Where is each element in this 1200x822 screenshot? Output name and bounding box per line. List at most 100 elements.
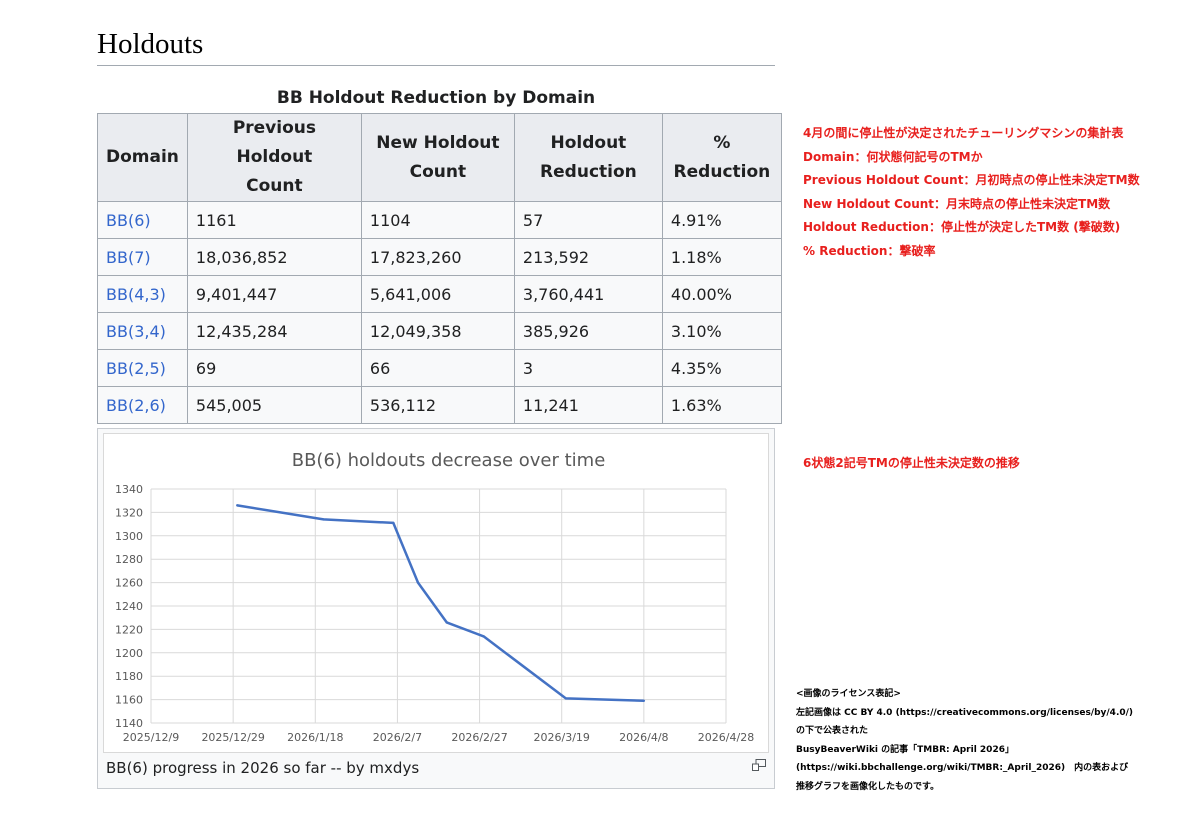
value-cell: 3 [513,349,663,387]
license-line: (https://wiki.bbchallenge.org/wiki/TMBR:… [796,763,1129,773]
annotation-line: 4月の間に停止性が決定されたチューリングマシンの集計表 [803,126,1124,140]
value-cell: 3.10% [661,312,782,350]
value-cell: 4.91% [661,201,782,239]
y-tick-label: 1220 [115,623,143,636]
data-point [445,621,448,624]
figure-thumbnail: BB(6) holdouts decrease over time 1140 116… [97,428,775,789]
domain-cell: BB(2,5) [97,349,188,387]
domain-link[interactable]: BB(6) [106,210,151,230]
value-cell: 40.00% [661,275,782,313]
column-header: Domain [97,113,188,202]
domain-cell: BB(4,3) [97,275,188,313]
license-notice: <画像のライセンス表記> 左記画像は CC BY 4.0 (https://cre… [796,685,1133,796]
value-cell: 1161 [186,201,362,239]
table-row: BB(6) 1161 1104 57 4.91% [97,201,782,239]
y-tick-label: 1260 [115,577,143,590]
data-point [416,581,420,584]
domain-link[interactable]: BB(4,3) [106,284,166,304]
table-body: BB(6) 1161 1104 57 4.91% BB(7) 18,036,852 17,82… [97,201,782,424]
value-cell: 213,592 [513,238,663,276]
data-point [642,699,646,702]
value-cell: 11,241 [513,386,663,424]
annotation-line: Holdout Reduction：停止性が決定したTM数 (撃破数) [803,220,1121,234]
value-cell: 5,641,006 [360,275,515,313]
y-tick-label: 1340 [115,483,143,496]
value-cell: 12,435,284 [186,312,362,350]
annotation-line: Domain：何状態何記号のTMか [803,149,983,164]
table-header-row: Domain Previous Holdout Count New Holdout Co… [97,113,782,202]
y-tick-label: 1140 [115,717,143,730]
x-tick-label: 2026/4/8 [619,731,668,744]
value-cell: 536,112 [360,386,515,424]
chart-frame: BB(6) holdouts decrease over time 1140 116… [103,433,769,753]
column-header: Previous Holdout Count [186,113,362,202]
series-line [237,504,644,703]
value-cell: 18,036,852 [186,238,362,276]
y-tick-label: 1200 [115,647,143,660]
chart-title: BB(6) holdouts decrease over time [292,450,606,471]
value-cell: 4.35% [661,349,782,387]
x-tick-label: 2026/2/7 [373,731,422,744]
annotation-line: New Holdout Count：月末時点の停止性未決定TM数 [803,196,1111,211]
table-row: BB(7) 18,036,852 17,823,260 213,592 1.18% [97,238,782,276]
x-tick-label: 2026/3/19 [534,731,590,744]
license-line: <画像のライセンス表記> [796,689,901,699]
line-chart: BB(6) holdouts decrease over time 1140 116… [115,450,754,744]
y-tick-label: 1320 [115,506,143,519]
value-cell: 17,823,260 [360,238,515,276]
domain-link[interactable]: BB(2,6) [106,395,166,415]
x-tick-label: 2025/12/29 [201,731,264,744]
column-header: % Reduction [661,113,782,202]
column-header: New Holdout Count [360,113,515,202]
value-cell: 12,049,358 [360,312,515,350]
license-line: 左記画像は CC BY 4.0 (https://creativecommons… [796,707,1134,718]
x-tick-label: 2025/12/9 [123,731,179,744]
y-tick-label: 1160 [115,694,143,707]
annotation-line: Previous Holdout Count：月初時点の停止性未決定TM数 [803,173,1140,187]
y-tick-label: 1180 [115,670,143,683]
value-cell: 1.63% [661,386,782,424]
magnify-clip-icon[interactable] [752,759,766,771]
license-line: の下で公表された [796,726,869,736]
value-cell: 69 [186,349,362,387]
table-row: BB(2,6) 545,005 536,112 11,241 1.63% [97,386,782,424]
chart-annotation: 6状態2記号TMの停止性未決定数の推移 [803,456,1020,470]
table-row: BB(2,5) 69 66 3 4.35% [97,349,782,387]
domain-link[interactable]: BB(3,4) [106,321,166,341]
domain-cell: BB(6) [97,201,188,239]
y-tick-label: 1240 [115,600,143,613]
value-cell: 3,760,441 [513,275,663,313]
value-cell: 1.18% [661,238,782,276]
domain-cell: BB(7) [97,238,188,276]
y-tick-label: 1300 [115,530,143,543]
license-line: BusyBeaverWiki の記事「TMBR: April 2026」 [796,744,1014,755]
table-caption: BB Holdout Reduction by Domain [276,88,596,108]
x-tick-label: 2026/4/28 [698,731,754,744]
data-point [322,518,325,521]
section-heading: Holdouts [97,28,775,66]
license-line: 推移グラフを画像化したものです。 [796,781,940,792]
y-tick-label: 1280 [115,553,143,566]
annotation-line: % Reduction：撃破率 [803,243,936,258]
domain-link[interactable]: BB(2,5) [106,358,166,378]
domain-cell: BB(3,4) [97,312,188,350]
value-cell: 9,401,447 [186,275,362,313]
data-point [564,697,568,700]
figure-caption: BB(6) progress in 2026 so far -- by mxdy… [106,759,420,777]
data-point [482,635,485,638]
domain-cell: BB(2,6) [97,386,188,424]
table-row: BB(3,4) 12,435,284 12,049,358 385,926 3.10% [97,312,782,350]
column-header: Holdout Reduction [513,113,663,202]
data-point [236,504,239,507]
value-cell: 545,005 [186,386,362,424]
domain-link[interactable]: BB(7) [106,247,151,267]
data-point [392,521,395,525]
table-row: BB(4,3) 9,401,447 5,641,006 3,760,441 40.00% [97,275,782,313]
x-tick-label: 2026/1/18 [287,731,343,744]
holdout-table: Domain Previous Holdout Count New Holdout Co… [97,113,782,424]
value-cell: 66 [360,349,515,387]
x-tick-label: 2026/2/27 [451,731,507,744]
value-cell: 57 [513,201,663,239]
value-cell: 1104 [360,201,515,239]
value-cell: 385,926 [513,312,663,350]
